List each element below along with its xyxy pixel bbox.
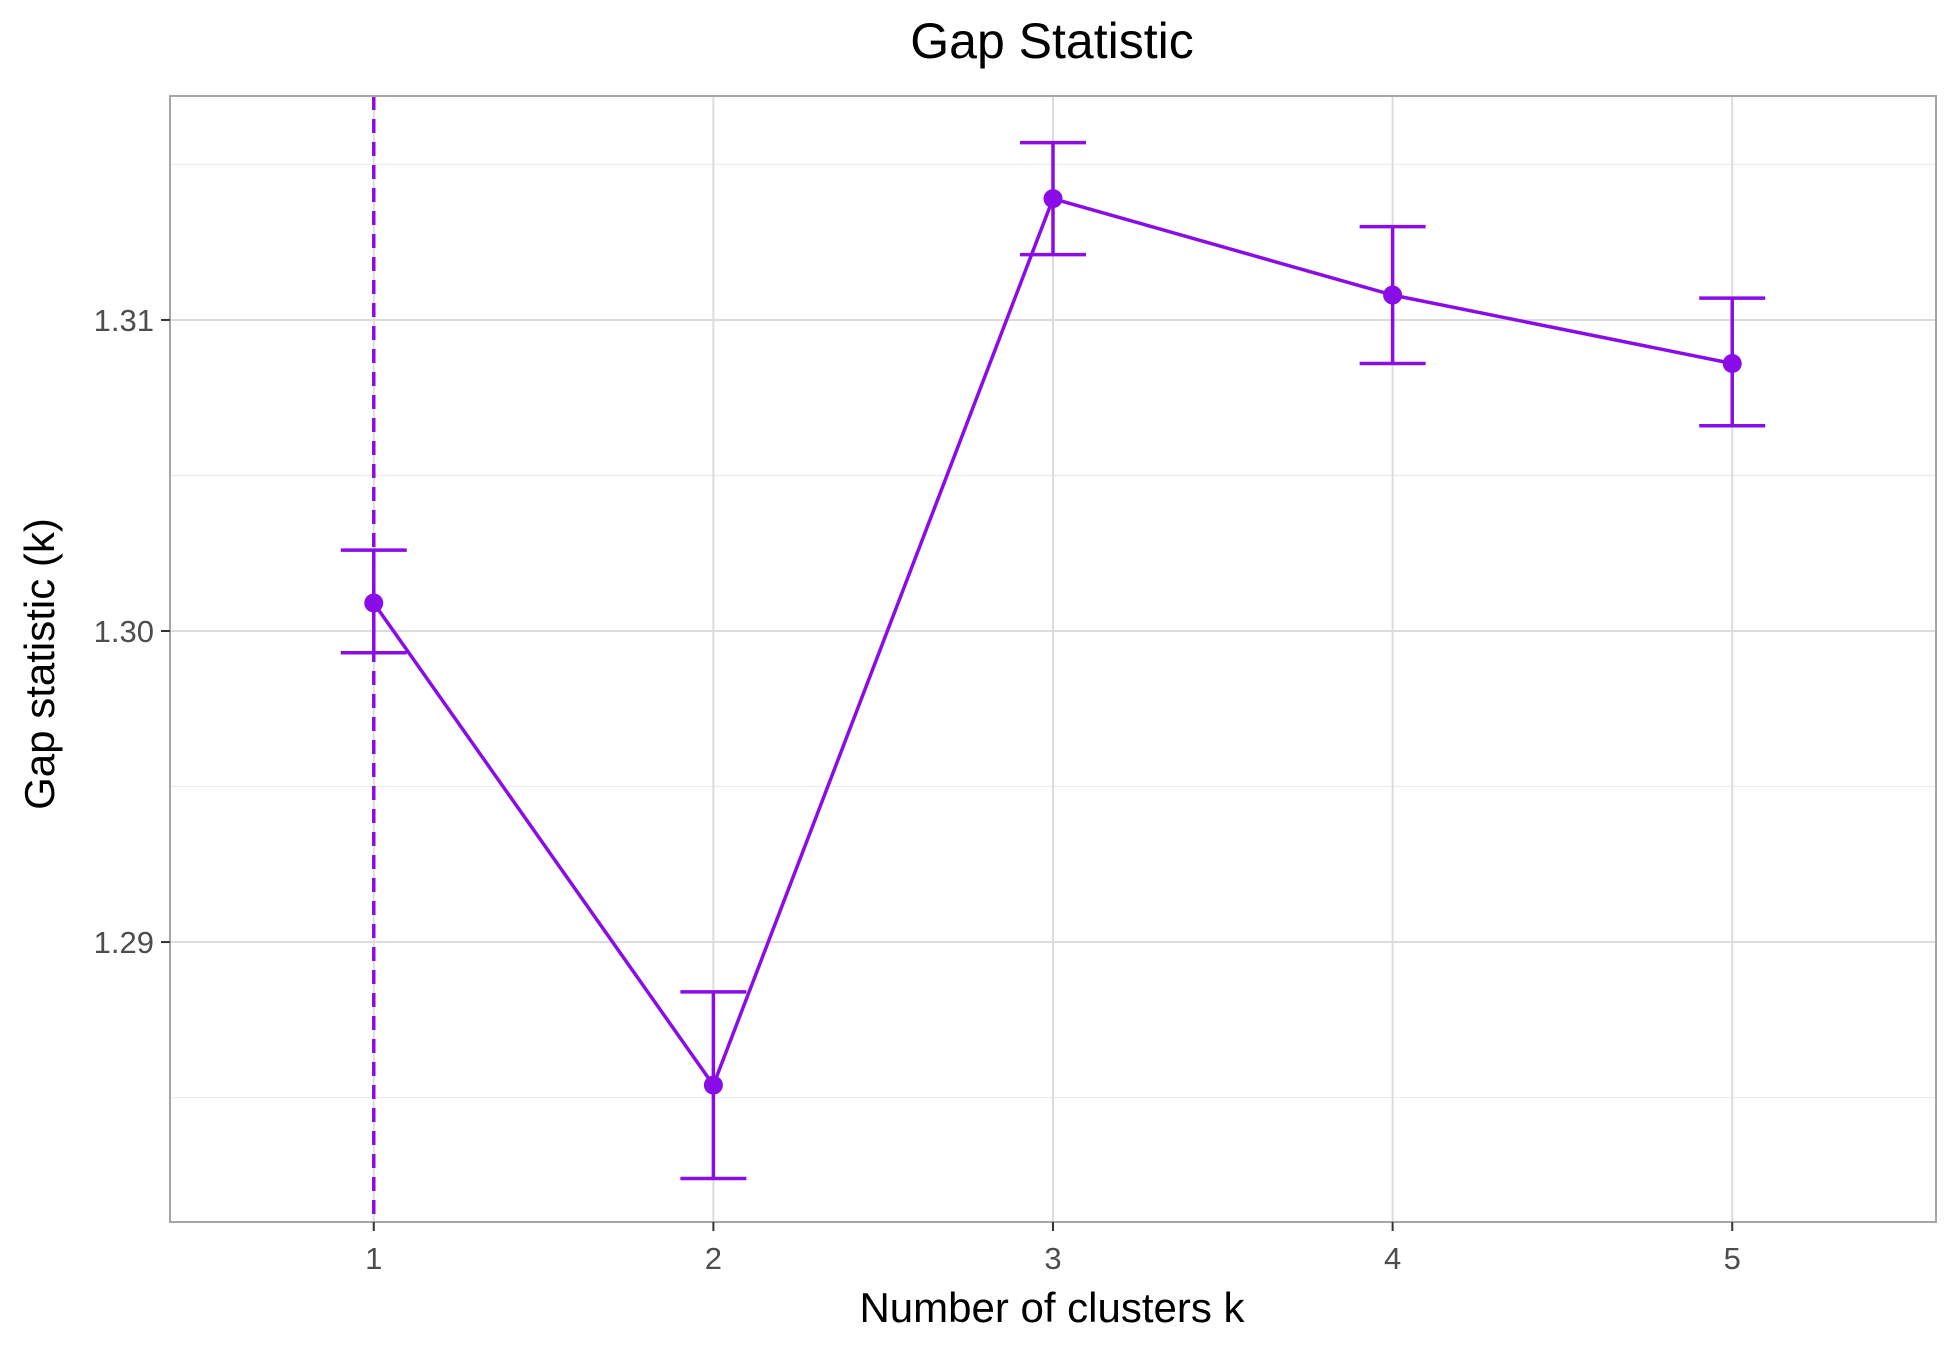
- y-tick-label: 1.30: [94, 614, 154, 649]
- data-point: [1722, 354, 1742, 374]
- data-point: [364, 593, 384, 613]
- data-point: [1383, 285, 1403, 305]
- x-axis-ticks: 1 2 3 4 5: [365, 1222, 1741, 1276]
- x-tick-label: 5: [1724, 1241, 1741, 1276]
- data-point: [1043, 189, 1063, 209]
- major-gridlines: [170, 96, 1936, 1222]
- data-point: [703, 1075, 723, 1095]
- y-tick-label: 1.29: [94, 925, 154, 960]
- x-tick-label: 2: [705, 1241, 722, 1276]
- y-axis-ticks: 1.29 1.30 1.31: [94, 303, 170, 960]
- y-tick-label: 1.31: [94, 303, 154, 338]
- x-axis-title: Number of clusters k: [859, 1284, 1245, 1331]
- x-tick-label: 1: [365, 1241, 382, 1276]
- x-tick-label: 4: [1384, 1241, 1401, 1276]
- plot-panel: [169, 95, 1937, 1223]
- x-tick-label: 3: [1044, 1241, 1061, 1276]
- chart-title: Gap Statistic: [910, 13, 1193, 69]
- data-points: [364, 189, 1742, 1095]
- y-axis-title: Gap statistic (k): [16, 518, 63, 810]
